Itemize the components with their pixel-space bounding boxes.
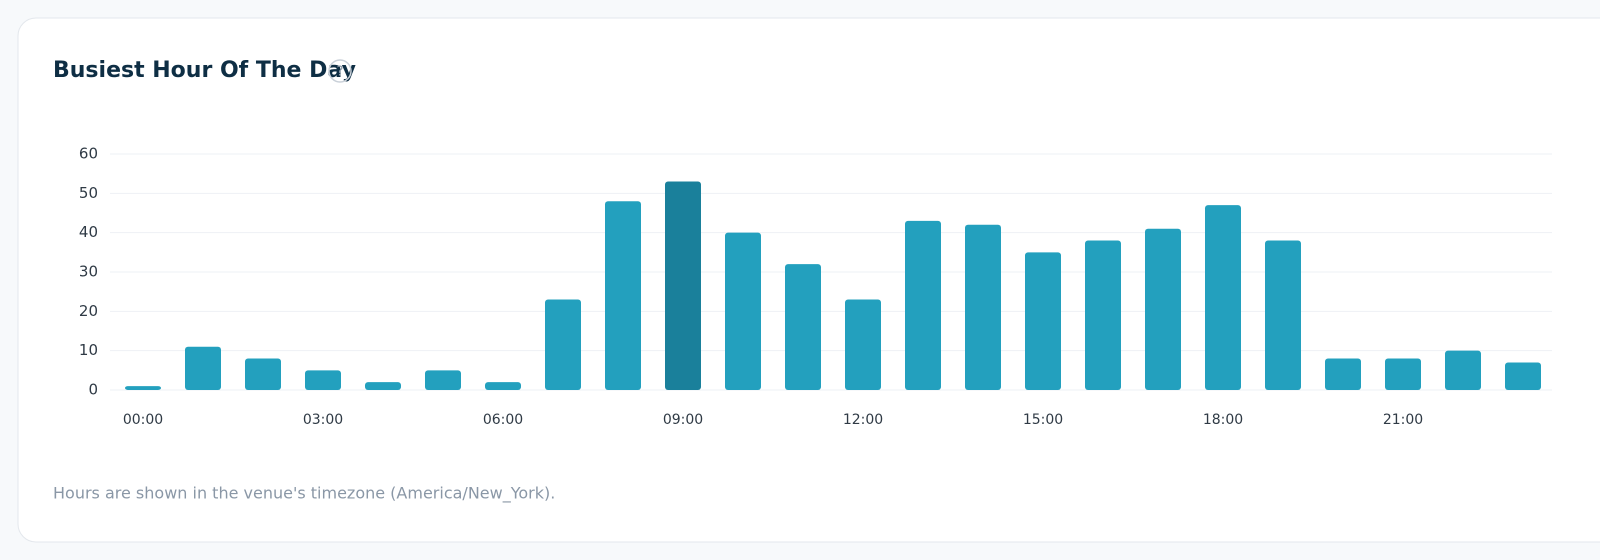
y-tick-label: 60	[79, 145, 98, 163]
y-tick-label: 10	[79, 341, 98, 359]
x-tick-label: 15:00	[1023, 412, 1063, 428]
bar	[425, 370, 461, 390]
chart-title: Busiest Hour Of The Day	[53, 58, 356, 83]
bar	[1265, 240, 1301, 390]
bar	[185, 346, 221, 390]
bar	[1085, 240, 1121, 390]
x-tick-label: 06:00	[483, 412, 523, 428]
x-tick-label: 21:00	[1383, 412, 1423, 428]
bar	[845, 299, 881, 390]
bar	[1505, 362, 1541, 390]
bar	[1385, 358, 1421, 390]
help-icon[interactable]	[328, 59, 352, 83]
bar	[1445, 350, 1481, 390]
x-tick-label: 12:00	[843, 412, 883, 428]
bar	[905, 220, 941, 390]
bar	[365, 382, 401, 390]
x-tick-label: 00:00	[123, 412, 163, 428]
y-tick-label: 40	[79, 223, 98, 241]
bar	[785, 264, 821, 390]
bar	[1145, 228, 1181, 390]
y-tick-label: 0	[88, 381, 98, 399]
y-tick-label: 50	[79, 184, 98, 202]
bar	[665, 181, 701, 390]
bar	[1325, 358, 1361, 390]
bar	[725, 232, 761, 390]
bar	[125, 386, 161, 390]
y-tick-label: 30	[79, 263, 98, 281]
bar	[1025, 252, 1061, 390]
bar	[605, 201, 641, 390]
x-tick-label: 09:00	[663, 412, 703, 428]
bar	[305, 370, 341, 390]
x-tick-label: 03:00	[303, 412, 343, 428]
footnote: Hours are shown in the venue's timezone …	[53, 484, 555, 504]
bar	[545, 299, 581, 390]
bar	[245, 358, 281, 390]
bar	[1205, 205, 1241, 390]
y-tick-label: 20	[79, 302, 98, 320]
x-tick-label: 18:00	[1203, 412, 1243, 428]
bar	[485, 382, 521, 390]
bar	[965, 224, 1001, 390]
help-icon-text[interactable]: ?	[337, 65, 344, 80]
